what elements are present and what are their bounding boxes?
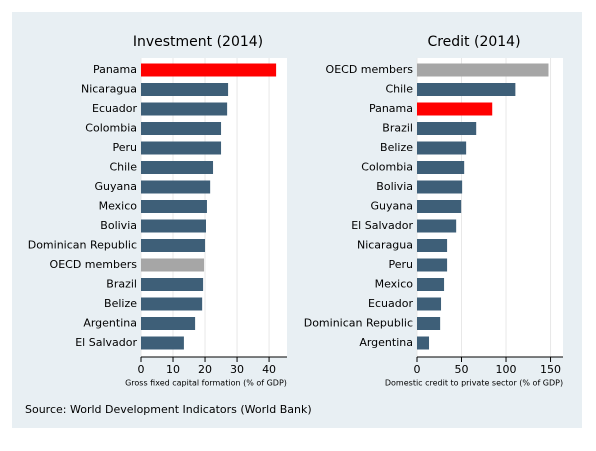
x-tick-label: 0 [414,363,421,376]
bar [141,219,206,233]
y-tick-label: Colombia [85,122,137,135]
bar [141,278,204,291]
x-tick-label: 20 [198,363,212,376]
chart-title: Investment (2014) [133,34,263,50]
y-tick-label: Belize [104,297,137,310]
bar [417,219,457,233]
bar [417,258,448,272]
y-tick-label: Chile [385,83,413,96]
y-tick-label: Nicaragua [81,83,137,96]
bar [141,63,277,77]
y-tick-label: Panama [93,63,137,76]
bar [417,141,467,155]
bar [141,336,184,350]
x-tick-label: 150 [540,363,561,376]
x-axis-label: Gross fixed capital formation (% of GDP) [125,379,287,388]
bar [141,180,211,194]
y-tick-label: Guyana [371,200,413,213]
bar [141,102,228,116]
x-tick-label: 40 [262,363,276,376]
y-tick-label: OECD members [326,63,414,76]
source-note: Source: World Development Indicators (Wo… [25,403,312,416]
x-tick-label: 0 [138,363,145,376]
bar [141,161,214,174]
bar [417,63,549,77]
y-tick-label: Nicaragua [357,239,413,252]
bar [141,239,206,252]
y-tick-label: Bolivia [100,219,137,232]
y-tick-label: Peru [388,258,413,271]
x-tick-label: 100 [496,363,517,376]
bar [417,297,442,311]
y-tick-label: Guyana [95,180,137,193]
y-tick-label: Peru [112,141,137,154]
bar [141,317,196,330]
bar [417,122,477,135]
x-axis-label: Domestic credit to private sector (% of … [385,379,563,388]
bar [417,180,463,194]
bar [141,122,222,135]
y-tick-label: Belize [380,141,413,154]
y-tick-label: Mexico [375,278,414,291]
y-tick-label: Chile [109,161,137,174]
bar [417,336,430,350]
y-tick-label: Brazil [106,278,137,291]
y-tick-label: Dominican Republic [28,239,137,252]
y-tick-label: Panama [369,102,413,115]
x-tick-label: 10 [166,363,180,376]
bar [141,258,205,272]
y-tick-label: Ecuador [92,102,137,115]
x-tick-label: 30 [230,363,244,376]
bar [141,83,229,96]
bar [417,278,445,291]
bar [417,83,516,96]
bar [417,161,465,174]
y-tick-label: Ecuador [368,297,413,310]
y-tick-label: Argentina [83,317,137,330]
y-tick-label: Mexico [99,200,138,213]
y-tick-label: Bolivia [376,180,413,193]
chart-title: Credit (2014) [427,34,520,50]
bar [141,297,203,311]
y-tick-label: Dominican Republic [304,317,413,330]
bar [417,239,448,252]
y-tick-label: El Salvador [75,336,137,349]
y-tick-label: Brazil [382,122,413,135]
y-tick-label: Argentina [359,336,413,349]
y-tick-label: El Salvador [351,219,413,232]
bar [141,200,207,213]
bar [141,141,222,155]
bar [417,200,462,213]
bar [417,317,441,330]
bar [417,102,493,116]
y-tick-label: Colombia [361,161,413,174]
x-tick-label: 50 [455,363,469,376]
y-tick-label: OECD members [50,258,138,271]
